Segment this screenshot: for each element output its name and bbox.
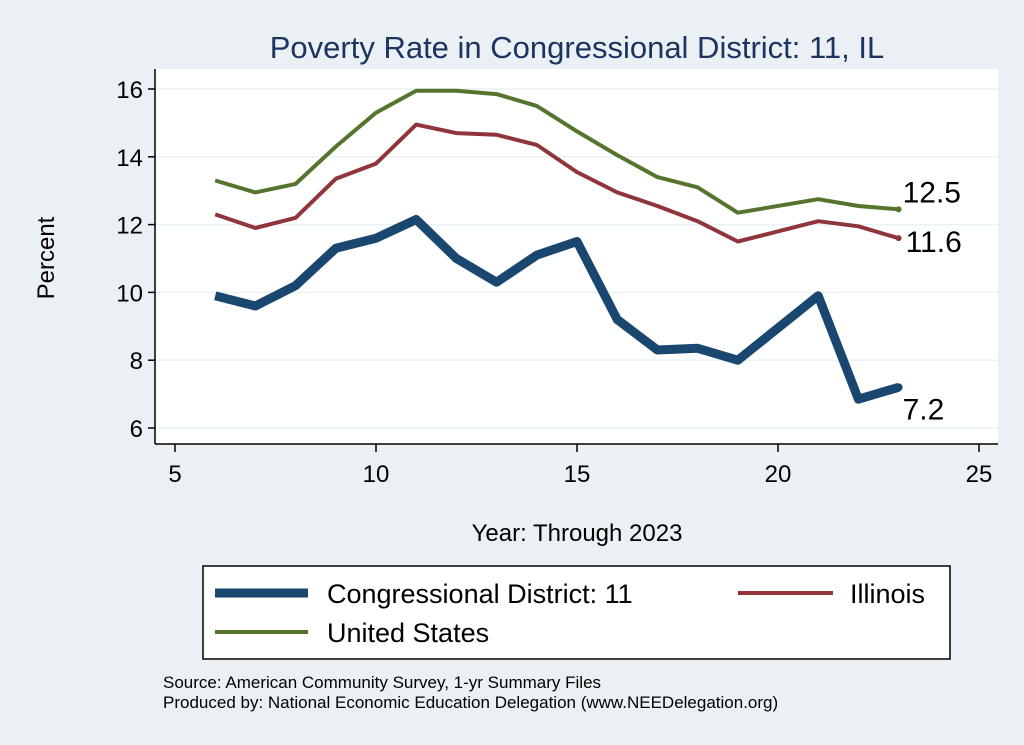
x-tick-label: 15 (564, 461, 591, 488)
y-tick-label: 8 (130, 348, 143, 375)
series-endpoint-1 (895, 235, 902, 242)
series-line-1 (214, 122, 900, 244)
series-endpoint-0 (894, 383, 903, 392)
legend-label-district: Congressional District: 11 (327, 579, 633, 609)
end-label-2: 12.5 (903, 176, 961, 209)
source-note: Source: American Community Survey, 1-yr … (163, 673, 601, 692)
plot-area (155, 69, 998, 444)
end-label-1: 11.6 (906, 226, 962, 259)
x-tick-label: 5 (168, 461, 181, 488)
x-tick-label: 10 (363, 461, 390, 488)
y-tick-label: 6 (130, 416, 143, 443)
x-tick-label: 20 (765, 461, 792, 488)
x-axis-title: Year: Through 2023 (472, 520, 683, 547)
x-tick-label: 25 (966, 461, 993, 488)
legend-label-us: United States (327, 618, 489, 648)
series-line-2 (214, 88, 899, 215)
series-layer (214, 88, 903, 404)
produced-by-note: Produced by: National Economic Education… (163, 693, 778, 712)
y-tick-label: 12 (116, 213, 143, 240)
chart-title: Poverty Rate in Congressional District: … (270, 30, 885, 65)
gridlines (155, 88, 998, 429)
series-endpoint-2 (895, 206, 902, 213)
legend: Congressional District: 11 Illinois Unit… (202, 565, 951, 660)
y-tick-label: 16 (116, 77, 143, 104)
y-tick-label: 10 (116, 280, 143, 307)
y-axis-title: Percent (33, 216, 60, 299)
series-line-0 (214, 215, 900, 404)
y-tick-label: 14 (116, 145, 143, 172)
legend-label-illinois: Illinois (850, 579, 925, 609)
legend-box (202, 565, 951, 660)
axes: 6 8 10 12 14 16 5 10 15 20 25 (116, 69, 998, 488)
end-label-0: 7.2 (903, 393, 945, 426)
end-labels: 7.2 11.6 12.5 (903, 176, 962, 426)
